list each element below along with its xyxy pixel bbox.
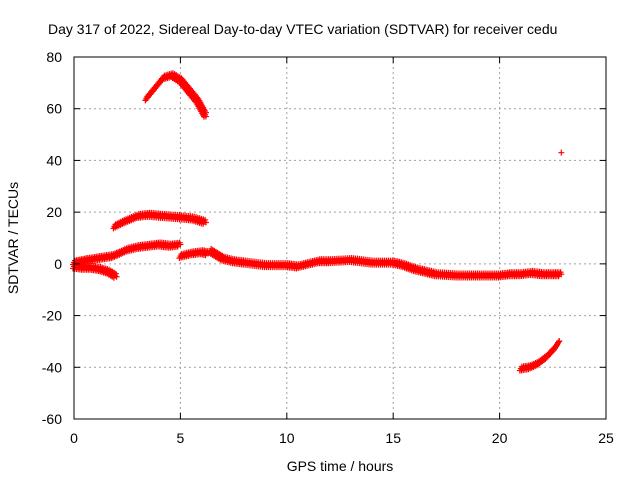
chart-title: Day 317 of 2022, Sidereal Day-to-day VTE…	[48, 21, 557, 37]
y-tick-label: 0	[54, 256, 62, 272]
x-tick-label: 0	[70, 430, 78, 446]
data-point	[112, 270, 119, 277]
axis-ticks: 0 5 10 15 20 25 -60 -40 -20 0 20 40 60 80	[42, 49, 614, 446]
x-tick-label: 25	[598, 430, 614, 446]
y-tick-label: 60	[46, 101, 62, 117]
x-axis-label: GPS time / hours	[287, 458, 394, 474]
y-tick-label: -40	[42, 359, 62, 375]
y-tick-label: -60	[42, 411, 62, 427]
x-tick-label: 5	[177, 430, 185, 446]
data-point	[177, 241, 184, 248]
data-points	[70, 70, 565, 374]
x-tick-label: 20	[492, 430, 508, 446]
y-tick-label: -20	[42, 308, 62, 324]
data-point	[554, 342, 561, 349]
x-tick-label: 10	[279, 430, 295, 446]
data-point	[202, 113, 209, 120]
x-tick-label: 15	[385, 430, 401, 446]
data-point	[110, 274, 117, 281]
grid-lines	[74, 57, 606, 419]
data-point	[558, 149, 565, 156]
data-point	[556, 338, 563, 345]
y-tick-label: 40	[46, 152, 62, 168]
plot-frame	[73, 56, 607, 420]
data-point	[113, 273, 120, 280]
data-point	[202, 219, 209, 226]
y-tick-label: 80	[46, 49, 62, 65]
y-tick-label: 20	[46, 204, 62, 220]
data-point	[558, 271, 565, 278]
y-axis-label: SDTVAR / TECUs	[5, 182, 21, 294]
